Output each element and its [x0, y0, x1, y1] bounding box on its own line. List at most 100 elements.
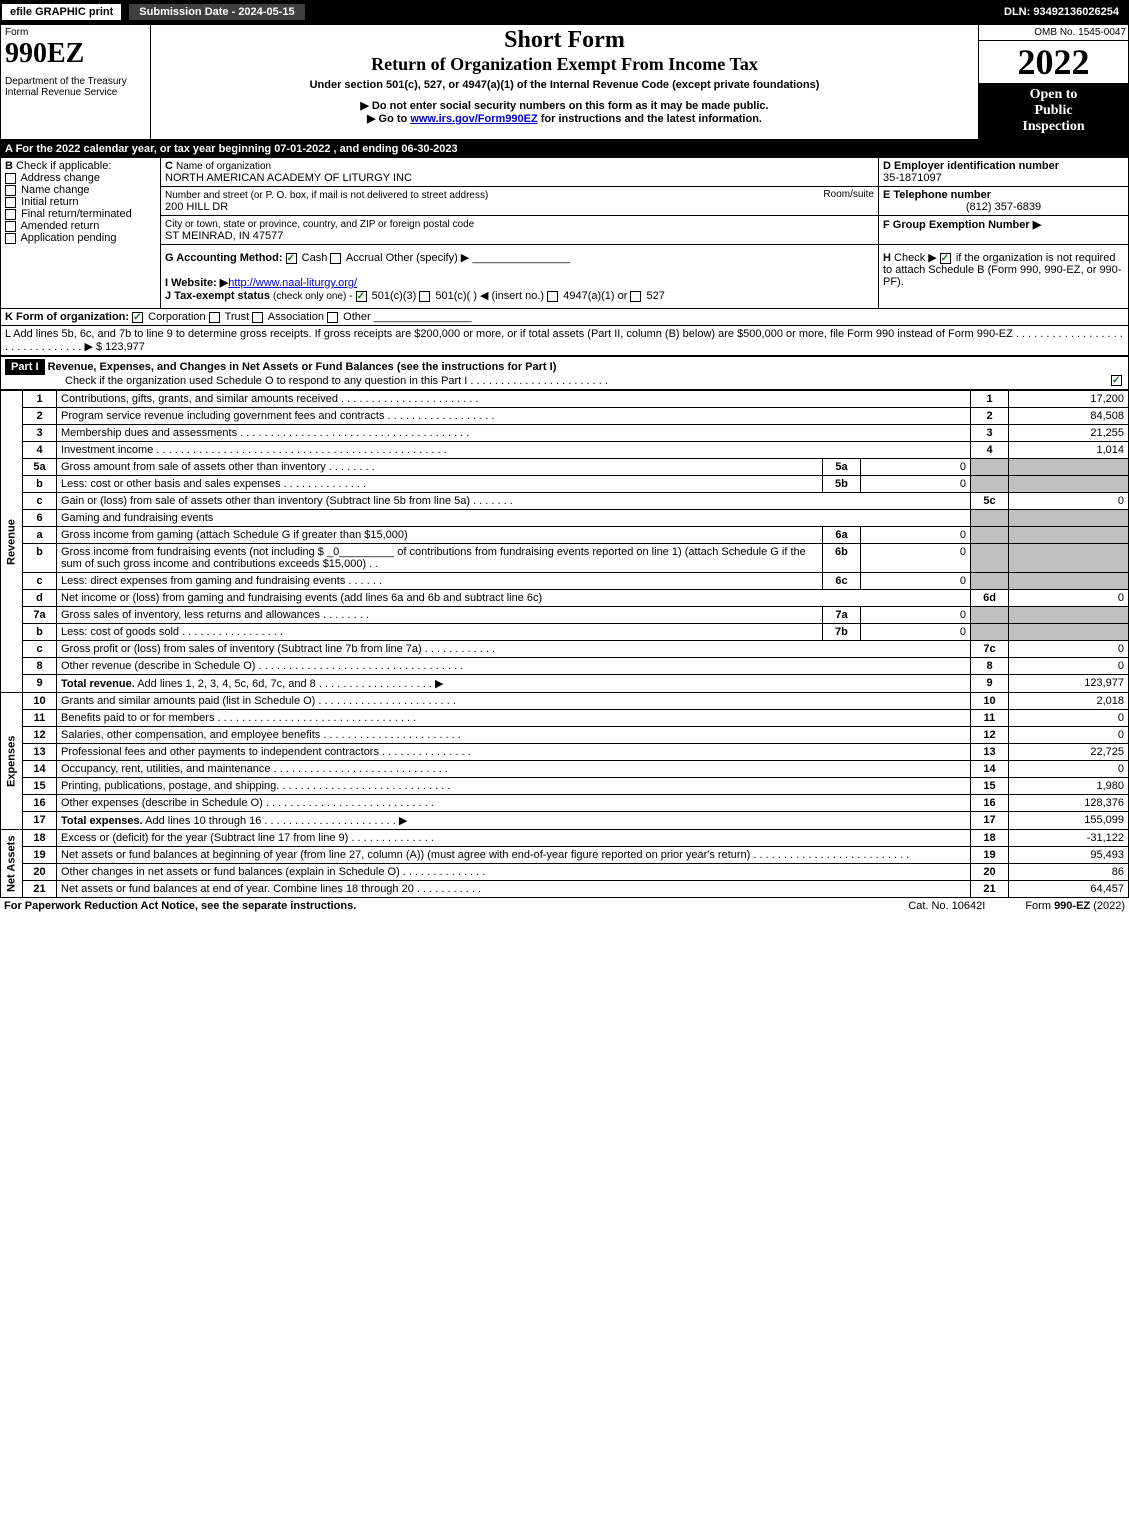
b-text: Check if applicable: — [16, 160, 111, 172]
cb-corporation[interactable] — [132, 312, 143, 323]
cb-address-change[interactable] — [5, 173, 16, 184]
efile-print-btn[interactable]: efile GRAPHIC print — [0, 2, 123, 22]
line-num: 17 — [23, 812, 57, 830]
line-value: 0 — [1009, 641, 1129, 658]
line-value: 86 — [1009, 864, 1129, 881]
cb-accrual[interactable] — [330, 253, 341, 264]
line-desc: Gross profit or (loss) from sales of inv… — [57, 641, 971, 658]
line-20: 20Other changes in net assets or fund ba… — [1, 864, 1129, 881]
cb-final-return[interactable] — [5, 209, 16, 220]
line-1: Revenue1Contributions, gifts, grants, an… — [1, 391, 1129, 408]
line-5a: 5aGross amount from sale of assets other… — [1, 459, 1129, 476]
line-10: Expenses10Grants and similar amounts pai… — [1, 693, 1129, 710]
line-box-label: 3 — [971, 425, 1009, 442]
line-num: 2 — [23, 408, 57, 425]
line-box-label: 1 — [971, 391, 1009, 408]
line-desc: Printing, publications, postage, and shi… — [57, 778, 971, 795]
inline-box-label: 5a — [822, 459, 860, 476]
line-desc: Net assets or fund balances at beginning… — [57, 847, 971, 864]
cb-cash[interactable] — [286, 253, 297, 264]
shaded-val — [1009, 476, 1129, 493]
opt-application-pending: Application pending — [20, 232, 116, 244]
cb-schedule-b[interactable] — [940, 253, 951, 264]
cb-trust[interactable] — [209, 312, 220, 323]
title-return: Return of Organization Exempt From Incom… — [155, 54, 974, 75]
cb-other[interactable] — [327, 312, 338, 323]
line-box-label: 6d — [971, 590, 1009, 607]
cb-501c3[interactable] — [356, 291, 367, 302]
line-num: 13 — [23, 744, 57, 761]
line-box-label: 9 — [971, 675, 1009, 693]
line-num: 4 — [23, 442, 57, 459]
k-label: K Form of organization: — [5, 311, 129, 323]
opt-final-return: Final return/terminated — [21, 208, 132, 220]
line-4: 4Investment income . . . . . . . . . . .… — [1, 442, 1129, 459]
line-num: 16 — [23, 795, 57, 812]
c-room-label: Room/suite — [823, 189, 874, 200]
part-i-header: Part I Revenue, Expenses, and Changes in… — [0, 356, 1129, 390]
line-16: 16Other expenses (describe in Schedule O… — [1, 795, 1129, 812]
line-6: 6Gaming and fundraising events — [1, 510, 1129, 527]
line-7a: 7aGross sales of inventory, less returns… — [1, 607, 1129, 624]
line-5b: bLess: cost or other basis and sales exp… — [1, 476, 1129, 493]
line-num: 7a — [23, 607, 57, 624]
line-num: 9 — [23, 675, 57, 693]
line-num: 19 — [23, 847, 57, 864]
top-bar: efile GRAPHIC print Submission Date - 20… — [0, 0, 1129, 24]
line-value: 64,457 — [1009, 881, 1129, 898]
line-num: c — [23, 493, 57, 510]
line-num: 21 — [23, 881, 57, 898]
irs-link[interactable]: www.irs.gov/Form990EZ — [410, 113, 537, 125]
line-num: 8 — [23, 658, 57, 675]
footer-form-id: Form 990-EZ (2022) — [1025, 900, 1125, 912]
shaded-val — [1009, 624, 1129, 641]
org-name: NORTH AMERICAN ACADEMY OF LITURGY INC — [165, 172, 412, 184]
i-label: I Website: ▶ — [165, 277, 228, 289]
line-desc: Other expenses (describe in Schedule O) … — [57, 795, 971, 812]
line-9: 9Total revenue. Add lines 1, 2, 3, 4, 5c… — [1, 675, 1129, 693]
line-box-label: 13 — [971, 744, 1009, 761]
website-link[interactable]: http://www.naal-liturgy.org/ — [228, 277, 357, 289]
line-7b: bLess: cost of goods sold . . . . . . . … — [1, 624, 1129, 641]
line-3: 3Membership dues and assessments . . . .… — [1, 425, 1129, 442]
line-num: b — [23, 476, 57, 493]
cb-4947[interactable] — [547, 291, 558, 302]
line-desc: Contributions, gifts, grants, and simila… — [57, 391, 971, 408]
line-17: 17Total expenses. Add lines 10 through 1… — [1, 812, 1129, 830]
opt-address-change: Address change — [20, 172, 100, 184]
line-desc: Net income or (loss) from gaming and fun… — [57, 590, 971, 607]
line-value: 123,977 — [1009, 675, 1129, 693]
line-num: a — [23, 527, 57, 544]
inline-box-label: 6c — [822, 573, 860, 590]
cb-initial-return[interactable] — [5, 197, 16, 208]
line-desc: Other changes in net assets or fund bala… — [57, 864, 971, 881]
line-box-label: 10 — [971, 693, 1009, 710]
ein: 35-1871097 — [883, 172, 942, 184]
cb-schedule-o[interactable] — [1111, 375, 1122, 386]
line-desc: Occupancy, rent, utilities, and maintena… — [57, 761, 971, 778]
cb-application-pending[interactable] — [5, 233, 16, 244]
cb-association[interactable] — [252, 312, 263, 323]
line-num: 14 — [23, 761, 57, 778]
line-value: 95,493 — [1009, 847, 1129, 864]
line-value: 0 — [1009, 727, 1129, 744]
org-city: ST MEINRAD, IN 47577 — [165, 230, 283, 242]
cb-527[interactable] — [630, 291, 641, 302]
cb-name-change[interactable] — [5, 185, 16, 196]
line-desc: Gross sales of inventory, less returns a… — [57, 607, 823, 624]
opt-527: 527 — [647, 290, 665, 302]
line-desc: Total revenue. Add lines 1, 2, 3, 4, 5c,… — [57, 675, 971, 693]
line-box-label: 8 — [971, 658, 1009, 675]
cb-amended-return[interactable] — [5, 221, 16, 232]
line-desc: Less: direct expenses from gaming and fu… — [57, 573, 823, 590]
line-desc: Membership dues and assessments . . . . … — [57, 425, 971, 442]
h-label: H — [883, 252, 891, 264]
line-desc: Net assets or fund balances at end of ye… — [57, 881, 971, 898]
b-label: B — [5, 160, 13, 172]
form-label: Form — [5, 27, 146, 38]
line-value: 0 — [1009, 658, 1129, 675]
line-num: b — [23, 544, 57, 573]
cb-501c[interactable] — [419, 291, 430, 302]
inline-box-label: 7a — [822, 607, 860, 624]
opt-other: Other — [343, 311, 371, 323]
